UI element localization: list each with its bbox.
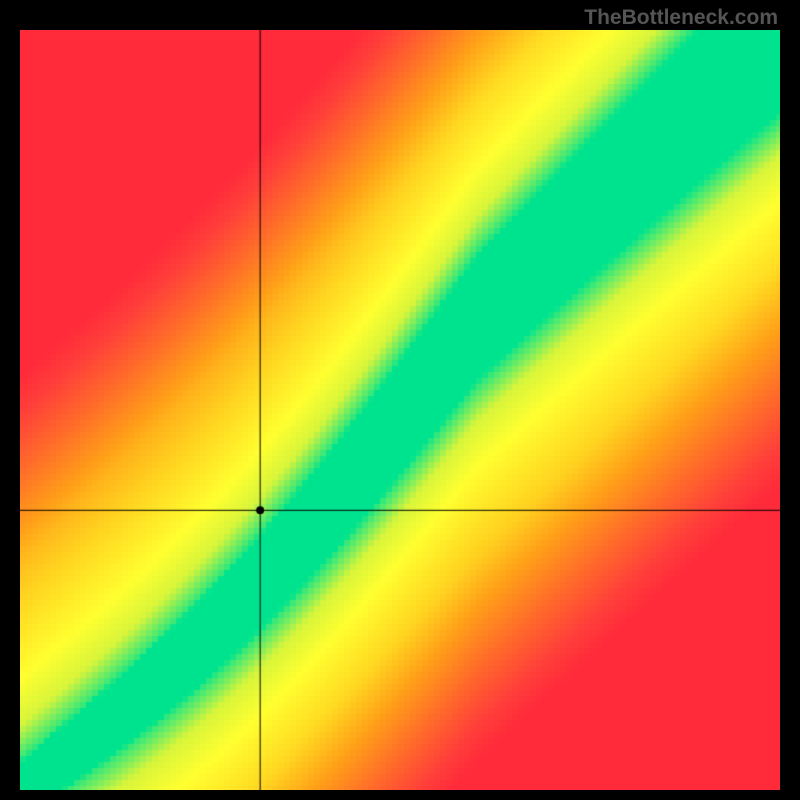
heatmap-canvas <box>20 30 780 790</box>
heatmap-plot <box>20 30 780 790</box>
watermark-text: TheBottleneck.com <box>584 6 778 30</box>
